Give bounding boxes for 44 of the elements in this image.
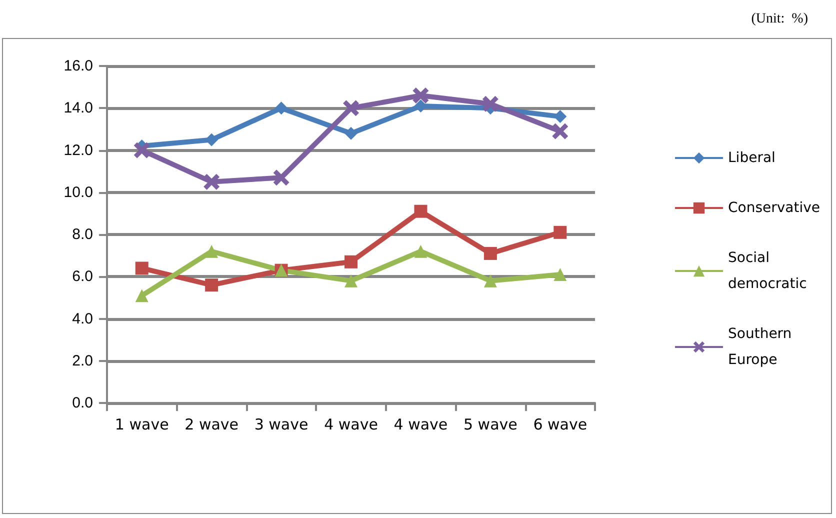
x-tick-label: 4 wave <box>324 416 378 434</box>
point <box>344 255 358 268</box>
point <box>205 133 218 146</box>
point <box>134 142 150 158</box>
x-tick-label: 4 wave <box>394 416 448 434</box>
y-tick-label: 12.0 <box>64 142 93 159</box>
point <box>552 123 568 140</box>
y-tick-label: 14.0 <box>64 100 93 117</box>
x-tick-label: 2 wave <box>184 416 239 434</box>
point <box>274 102 288 115</box>
point <box>554 110 567 124</box>
point <box>484 274 497 288</box>
x-tick-label: 5 wave <box>463 416 518 434</box>
point <box>414 204 428 218</box>
point <box>412 87 429 104</box>
y-tick-label: 8.0 <box>72 226 93 243</box>
point <box>484 246 497 260</box>
point <box>135 289 148 302</box>
legend-label: Southern Europe <box>728 326 796 368</box>
point <box>273 170 290 186</box>
y-tick-label: 16.0 <box>64 58 93 74</box>
point <box>554 226 567 239</box>
point <box>414 244 428 258</box>
legend-label: Social democratic <box>728 250 807 292</box>
point <box>135 262 148 275</box>
x-tick-label: 3 wave <box>254 416 308 434</box>
x-tick-label: 6 wave <box>533 416 588 434</box>
point <box>482 96 498 112</box>
y-tick-label: 10.0 <box>64 184 93 201</box>
y-tick-label: 6.0 <box>72 268 93 286</box>
point <box>343 100 359 116</box>
text: (Unit: %) <box>751 12 808 26</box>
point <box>205 278 218 292</box>
point <box>204 174 220 190</box>
legend-label: Conservative <box>728 200 820 216</box>
point <box>554 268 567 282</box>
point <box>344 274 358 288</box>
y-tick-label: 0.0 <box>72 394 93 412</box>
x-tick-label: 1 wave <box>114 416 169 434</box>
y-tick-label: 4.0 <box>72 310 93 328</box>
point <box>344 126 358 140</box>
y-tick-label: 2.0 <box>72 352 93 370</box>
legend-label: Liberal <box>728 150 776 166</box>
point <box>205 244 218 258</box>
